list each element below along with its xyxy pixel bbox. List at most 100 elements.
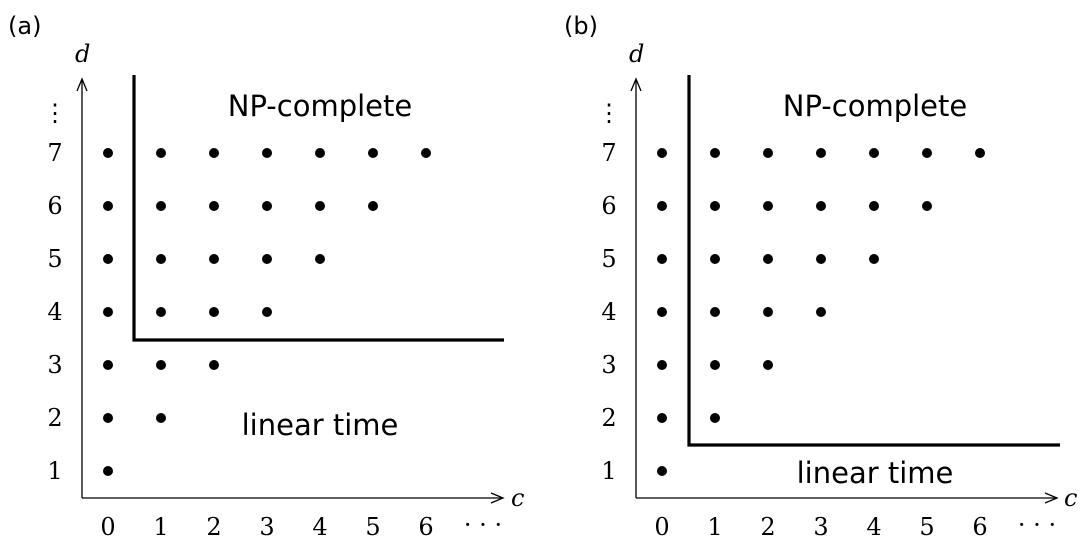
point-c0-d6	[103, 201, 113, 211]
point-c1-d5	[710, 254, 720, 264]
panel-b-x-tick: 4	[866, 513, 881, 541]
panel-a-y-tick: 5	[47, 245, 62, 273]
panel-b-y-ticks: 1 2 3 4 5 6 7	[601, 139, 616, 485]
point-c3-d7	[262, 148, 272, 158]
panel-b-x-tick: 2	[760, 513, 775, 541]
panel-b-y-axis-label: d	[629, 40, 644, 68]
point-c1-d4	[710, 307, 720, 317]
point-c0-d1	[657, 466, 667, 476]
point-c4-d7	[869, 148, 879, 158]
point-c4-d5	[315, 254, 325, 264]
point-c0-d1	[103, 466, 113, 476]
point-c0-d3	[657, 360, 667, 370]
point-c4-d7	[315, 148, 325, 158]
panel-b-y-tick: 2	[601, 404, 616, 432]
panel-b-y-tick: 1	[601, 457, 616, 485]
point-c6-d7	[421, 148, 431, 158]
point-c5-d6	[368, 201, 378, 211]
point-c1-d7	[156, 148, 166, 158]
panel-a-y-ticks: 1 2 3 4 5 6 7	[47, 139, 62, 485]
panel-b: (b) d c ⋮ · · · 1 2 3 4 5 6 7 0 1 2 3 4 …	[564, 12, 1077, 541]
panel-b-y-ellipsis: ⋮	[597, 99, 621, 127]
panel-b-np-complete-label: NP-complete	[783, 89, 967, 123]
panel-a-y-tick: 2	[47, 404, 62, 432]
panel-a-x-tick: 5	[365, 513, 380, 541]
panel-b-x-axis-label: c	[1064, 484, 1077, 512]
panel-a-y-tick: 6	[47, 192, 62, 220]
panel-b-y-tick: 7	[601, 139, 616, 167]
point-c3-d6	[262, 201, 272, 211]
panel-b-y-tick: 4	[601, 298, 616, 326]
panel-a-y-tick: 4	[47, 298, 62, 326]
point-c4-d6	[869, 201, 879, 211]
panel-b-label: (b)	[564, 12, 598, 40]
point-c1-d5	[156, 254, 166, 264]
panel-b-x-tick: 0	[654, 513, 669, 541]
point-c2-d7	[209, 148, 219, 158]
panel-b-points	[657, 148, 985, 476]
panel-b-x-tick: 3	[813, 513, 828, 541]
panel-b-x-tick: 5	[919, 513, 934, 541]
point-c4-d5	[869, 254, 879, 264]
point-c0-d7	[657, 148, 667, 158]
point-c1-d4	[156, 307, 166, 317]
point-c2-d4	[763, 307, 773, 317]
panel-b-region-boundary	[687, 75, 1060, 447]
panel-b-x-arrowhead	[1044, 492, 1059, 504]
panel-a: (a) d c ⋮ · · · 1 2 3 4 5 6 7 0 1 2 3 4 …	[8, 12, 524, 541]
point-c6-d7	[975, 148, 985, 158]
point-c3-d5	[262, 254, 272, 264]
panel-a-x-tick: 0	[100, 513, 115, 541]
point-c3-d4	[262, 307, 272, 317]
point-c1-d2	[710, 413, 720, 423]
point-c2-d3	[209, 360, 219, 370]
panel-b-x-tick: 6	[972, 513, 987, 541]
panel-a-y-axis-label: d	[75, 40, 90, 68]
panel-b-y-arrowhead	[630, 77, 642, 92]
panel-a-x-ellipsis: · · ·	[464, 511, 502, 539]
point-c0-d4	[657, 307, 667, 317]
panel-a-x-tick: 4	[312, 513, 327, 541]
point-c0-d2	[657, 413, 667, 423]
panel-a-x-tick: 6	[418, 513, 433, 541]
panel-b-y-tick: 5	[601, 245, 616, 273]
point-c3-d4	[816, 307, 826, 317]
panel-a-x-ticks: 0 1 2 3 4 5 6	[100, 513, 433, 541]
panel-a-linear-time-label: linear time	[242, 408, 399, 442]
point-c1-d3	[710, 360, 720, 370]
panel-b-y-tick: 3	[601, 351, 616, 379]
point-c5-d7	[368, 148, 378, 158]
panel-a-y-arrowhead	[76, 77, 88, 92]
point-c0-d4	[103, 307, 113, 317]
panel-a-x-axis-label: c	[511, 484, 524, 512]
point-c0-d2	[103, 413, 113, 423]
point-c0-d5	[103, 254, 113, 264]
point-c1-d6	[710, 201, 720, 211]
panel-b-x-ticks: 0 1 2 3 4 5 6	[654, 513, 987, 541]
point-c3-d6	[816, 201, 826, 211]
point-c1-d6	[156, 201, 166, 211]
point-c1-d7	[710, 148, 720, 158]
point-c2-d4	[209, 307, 219, 317]
point-c5-d6	[922, 201, 932, 211]
panel-a-points	[103, 148, 431, 476]
point-c1-d3	[156, 360, 166, 370]
panel-b-x-tick: 1	[707, 513, 722, 541]
point-c3-d5	[816, 254, 826, 264]
panel-a-x-tick: 1	[153, 513, 168, 541]
point-c0-d3	[103, 360, 113, 370]
panel-a-y-tick: 1	[47, 457, 62, 485]
panel-a-x-tick: 2	[206, 513, 221, 541]
panel-b-y-tick: 6	[601, 192, 616, 220]
point-c2-d6	[763, 201, 773, 211]
panel-a-x-arrowhead	[490, 492, 505, 504]
panel-b-linear-time-label: linear time	[797, 456, 954, 490]
panel-a-region-boundary	[132, 75, 504, 342]
point-c2-d5	[763, 254, 773, 264]
point-c2-d3	[763, 360, 773, 370]
panel-a-x-tick: 3	[259, 513, 274, 541]
point-c3-d7	[816, 148, 826, 158]
panel-a-y-ellipsis: ⋮	[43, 99, 67, 127]
panel-a-np-complete-label: NP-complete	[228, 89, 412, 123]
